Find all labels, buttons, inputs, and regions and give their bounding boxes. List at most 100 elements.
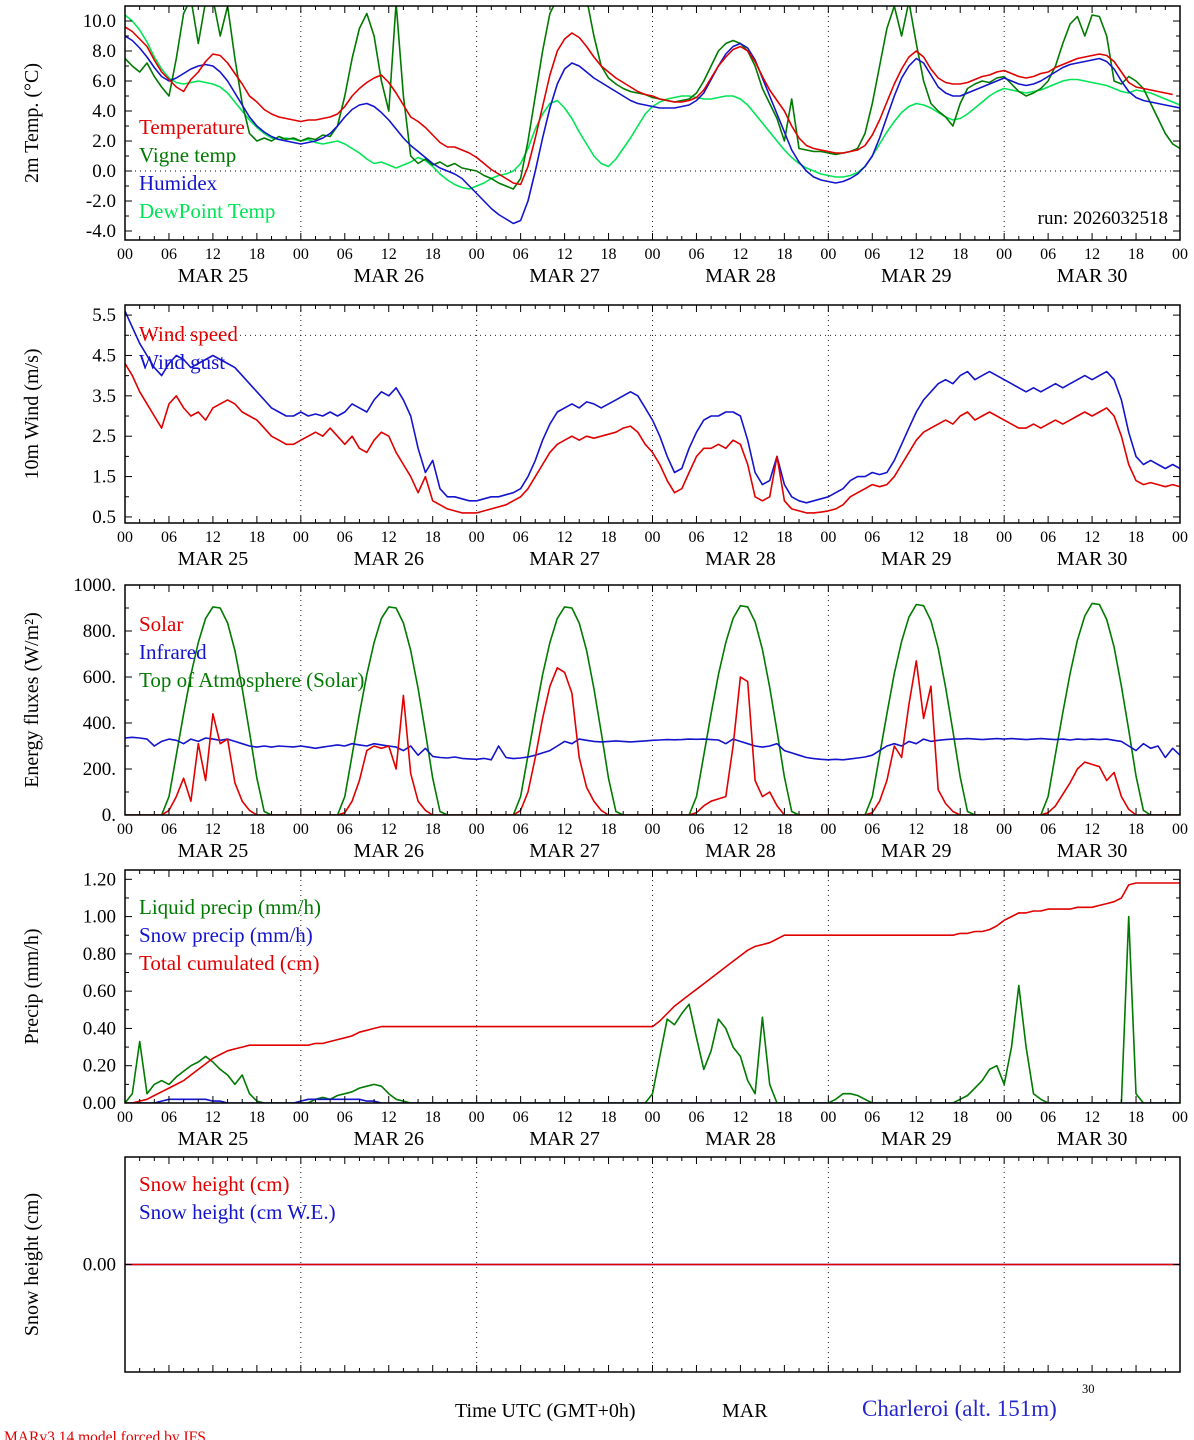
day-label: MAR 29	[881, 548, 952, 570]
y-tick-label: -4.0	[86, 221, 116, 242]
y-axis-title-temp: 2m Temp. (°C)	[21, 63, 43, 183]
y-tick-label: 0.60	[83, 981, 116, 1002]
x-tick-label: 18	[1128, 1109, 1144, 1126]
y-tick-label: 2.0	[92, 131, 116, 152]
y-tick-label: 4.0	[92, 101, 116, 122]
panel-wind: 5.5 4.5 3.5 2.5 1.5 0.5 Wind speed Wind gust 00 0…	[21, 304, 1188, 570]
x-tick-label: 12	[205, 1109, 221, 1126]
x-tick-label: 06	[688, 246, 704, 263]
x-tick-label: 18	[425, 529, 441, 546]
series-wind-speed	[125, 363, 1180, 514]
x-tick-label: 18	[249, 821, 265, 838]
day-label: MAR 26	[353, 1128, 424, 1150]
x-tick-label: 12	[908, 821, 924, 838]
meteogram-chart: 10.0 8.0 6.0 4.0 2.0 0.0 -2.0 -4.0 Temperature Vi…	[21, 5, 1188, 1373]
x-tick-label: 12	[557, 1109, 573, 1126]
x-tick-label: 18	[952, 1109, 968, 1126]
legend-temp-1: Vigne temp	[139, 143, 236, 167]
x-tick-label: 12	[1084, 1109, 1100, 1126]
x-tick-label: 00	[820, 246, 836, 263]
x-tick-label: 06	[161, 246, 177, 263]
legend-precip-1: Snow precip (mm/h)	[139, 923, 313, 947]
y-axis-title-wind: 10m Wind (m/s)	[21, 348, 43, 479]
station-label: Charleroi (alt. 151m)	[862, 1396, 1057, 1421]
x-tick-label: 18	[776, 1109, 792, 1126]
x-tick-label: 06	[1040, 821, 1056, 838]
y-tick-label: 5.5	[92, 305, 116, 326]
x-tick-label: 06	[864, 1109, 880, 1126]
legend-snow-1: Snow height (cm W.E.)	[139, 1200, 336, 1224]
x-tick-label: 12	[732, 246, 748, 263]
x-tick-label: 00	[117, 529, 133, 546]
x-tick-label: 06	[337, 1109, 353, 1126]
x-tick-label: 18	[249, 529, 265, 546]
x-tick-label: 06	[688, 529, 704, 546]
x-tick-label: 00	[293, 821, 309, 838]
x-tick-label: 12	[381, 1109, 397, 1126]
day-label: MAR 26	[353, 265, 424, 287]
x-tick-label: 06	[864, 246, 880, 263]
day-label: MAR 25	[178, 548, 249, 570]
legend-temp-2: Humidex	[139, 171, 218, 195]
x-tick-label: 06	[337, 529, 353, 546]
x-tick-label: 00	[645, 529, 661, 546]
x-tick-label: 18	[425, 1109, 441, 1126]
x-tick-label: 12	[1084, 529, 1100, 546]
y-tick-label: 0.80	[83, 944, 116, 965]
model-credit: MARv3.14 model forced by IFS (c) Lab. of…	[4, 1390, 206, 1440]
series-liquid-precip	[125, 915, 1180, 1103]
x-tick-label: 18	[249, 1109, 265, 1126]
x-tick-label: 00	[1172, 1109, 1188, 1126]
x-tick-label: 18	[952, 821, 968, 838]
y-axis-title-flux: Energy fluxes (W/m²)	[21, 612, 43, 788]
footer-small-number: 30	[1082, 1382, 1095, 1396]
x-tick-label: 00	[117, 246, 133, 263]
x-tick-label: 18	[776, 529, 792, 546]
day-label: MAR 25	[178, 265, 249, 287]
x-tick-label: 06	[161, 821, 177, 838]
y-axis-title-snow: Snow height (cm)	[21, 1193, 43, 1336]
x-tick-label: 00	[117, 821, 133, 838]
x-tick-label: 00	[645, 246, 661, 263]
day-label: MAR 30	[1057, 548, 1128, 570]
y-tick-label: 800.	[83, 621, 116, 642]
x-tick-label: 12	[381, 529, 397, 546]
x-tick-label: 12	[732, 821, 748, 838]
legend-precip-2: Total cumulated (cm)	[139, 951, 319, 975]
x-tick-label: 00	[1172, 821, 1188, 838]
day-label: MAR 28	[705, 1128, 776, 1150]
legend-flux-2: Top of Atmosphere (Solar)	[139, 668, 364, 692]
x-tick-label: 06	[688, 1109, 704, 1126]
panel-precip: 1.20 1.00 0.80 0.60 0.40 0.20 0.00 Liquid preci…	[21, 869, 1188, 1150]
panel-snow: 0.00 Snow height (cm) Snow height (cm W.E.…	[21, 1156, 1181, 1373]
x-tick-label: 00	[996, 821, 1012, 838]
panel-temp: 10.0 8.0 6.0 4.0 2.0 0.0 -2.0 -4.0 Temperature Vi…	[21, 5, 1188, 287]
x-tick-label: 12	[557, 821, 573, 838]
x-tick-label: 12	[205, 821, 221, 838]
legend-temp-3: DewPoint Temp	[139, 199, 275, 223]
day-label: MAR 28	[705, 265, 776, 287]
x-tick-label: 06	[161, 1109, 177, 1126]
month-caption: MAR	[722, 1400, 768, 1422]
x-tick-label: 00	[469, 246, 485, 263]
y-tick-label: 6.0	[92, 71, 116, 92]
x-tick-label: 00	[469, 821, 485, 838]
x-tick-label: 06	[1040, 246, 1056, 263]
y-tick-label: 0.20	[83, 1056, 116, 1077]
y-tick-label: 1.5	[92, 467, 116, 488]
legend-precip-0: Liquid precip (mm/h)	[139, 895, 321, 919]
y-tick-label: 0.00	[83, 1093, 116, 1114]
y-tick-label: 3.5	[92, 386, 116, 407]
x-tick-label: 12	[908, 1109, 924, 1126]
x-tick-label: 00	[645, 1109, 661, 1126]
x-tick-label: 06	[513, 1109, 529, 1126]
y-tick-label: 0.5	[92, 507, 116, 528]
day-label: MAR 28	[705, 840, 776, 862]
x-tick-label: 12	[557, 529, 573, 546]
y-tick-label: 0.00	[83, 1255, 116, 1276]
y-tick-label: 1.20	[83, 869, 116, 890]
x-tick-label: 06	[161, 529, 177, 546]
legend-flux-1: Infrared	[139, 640, 207, 664]
series-temperature	[125, 26, 1173, 186]
